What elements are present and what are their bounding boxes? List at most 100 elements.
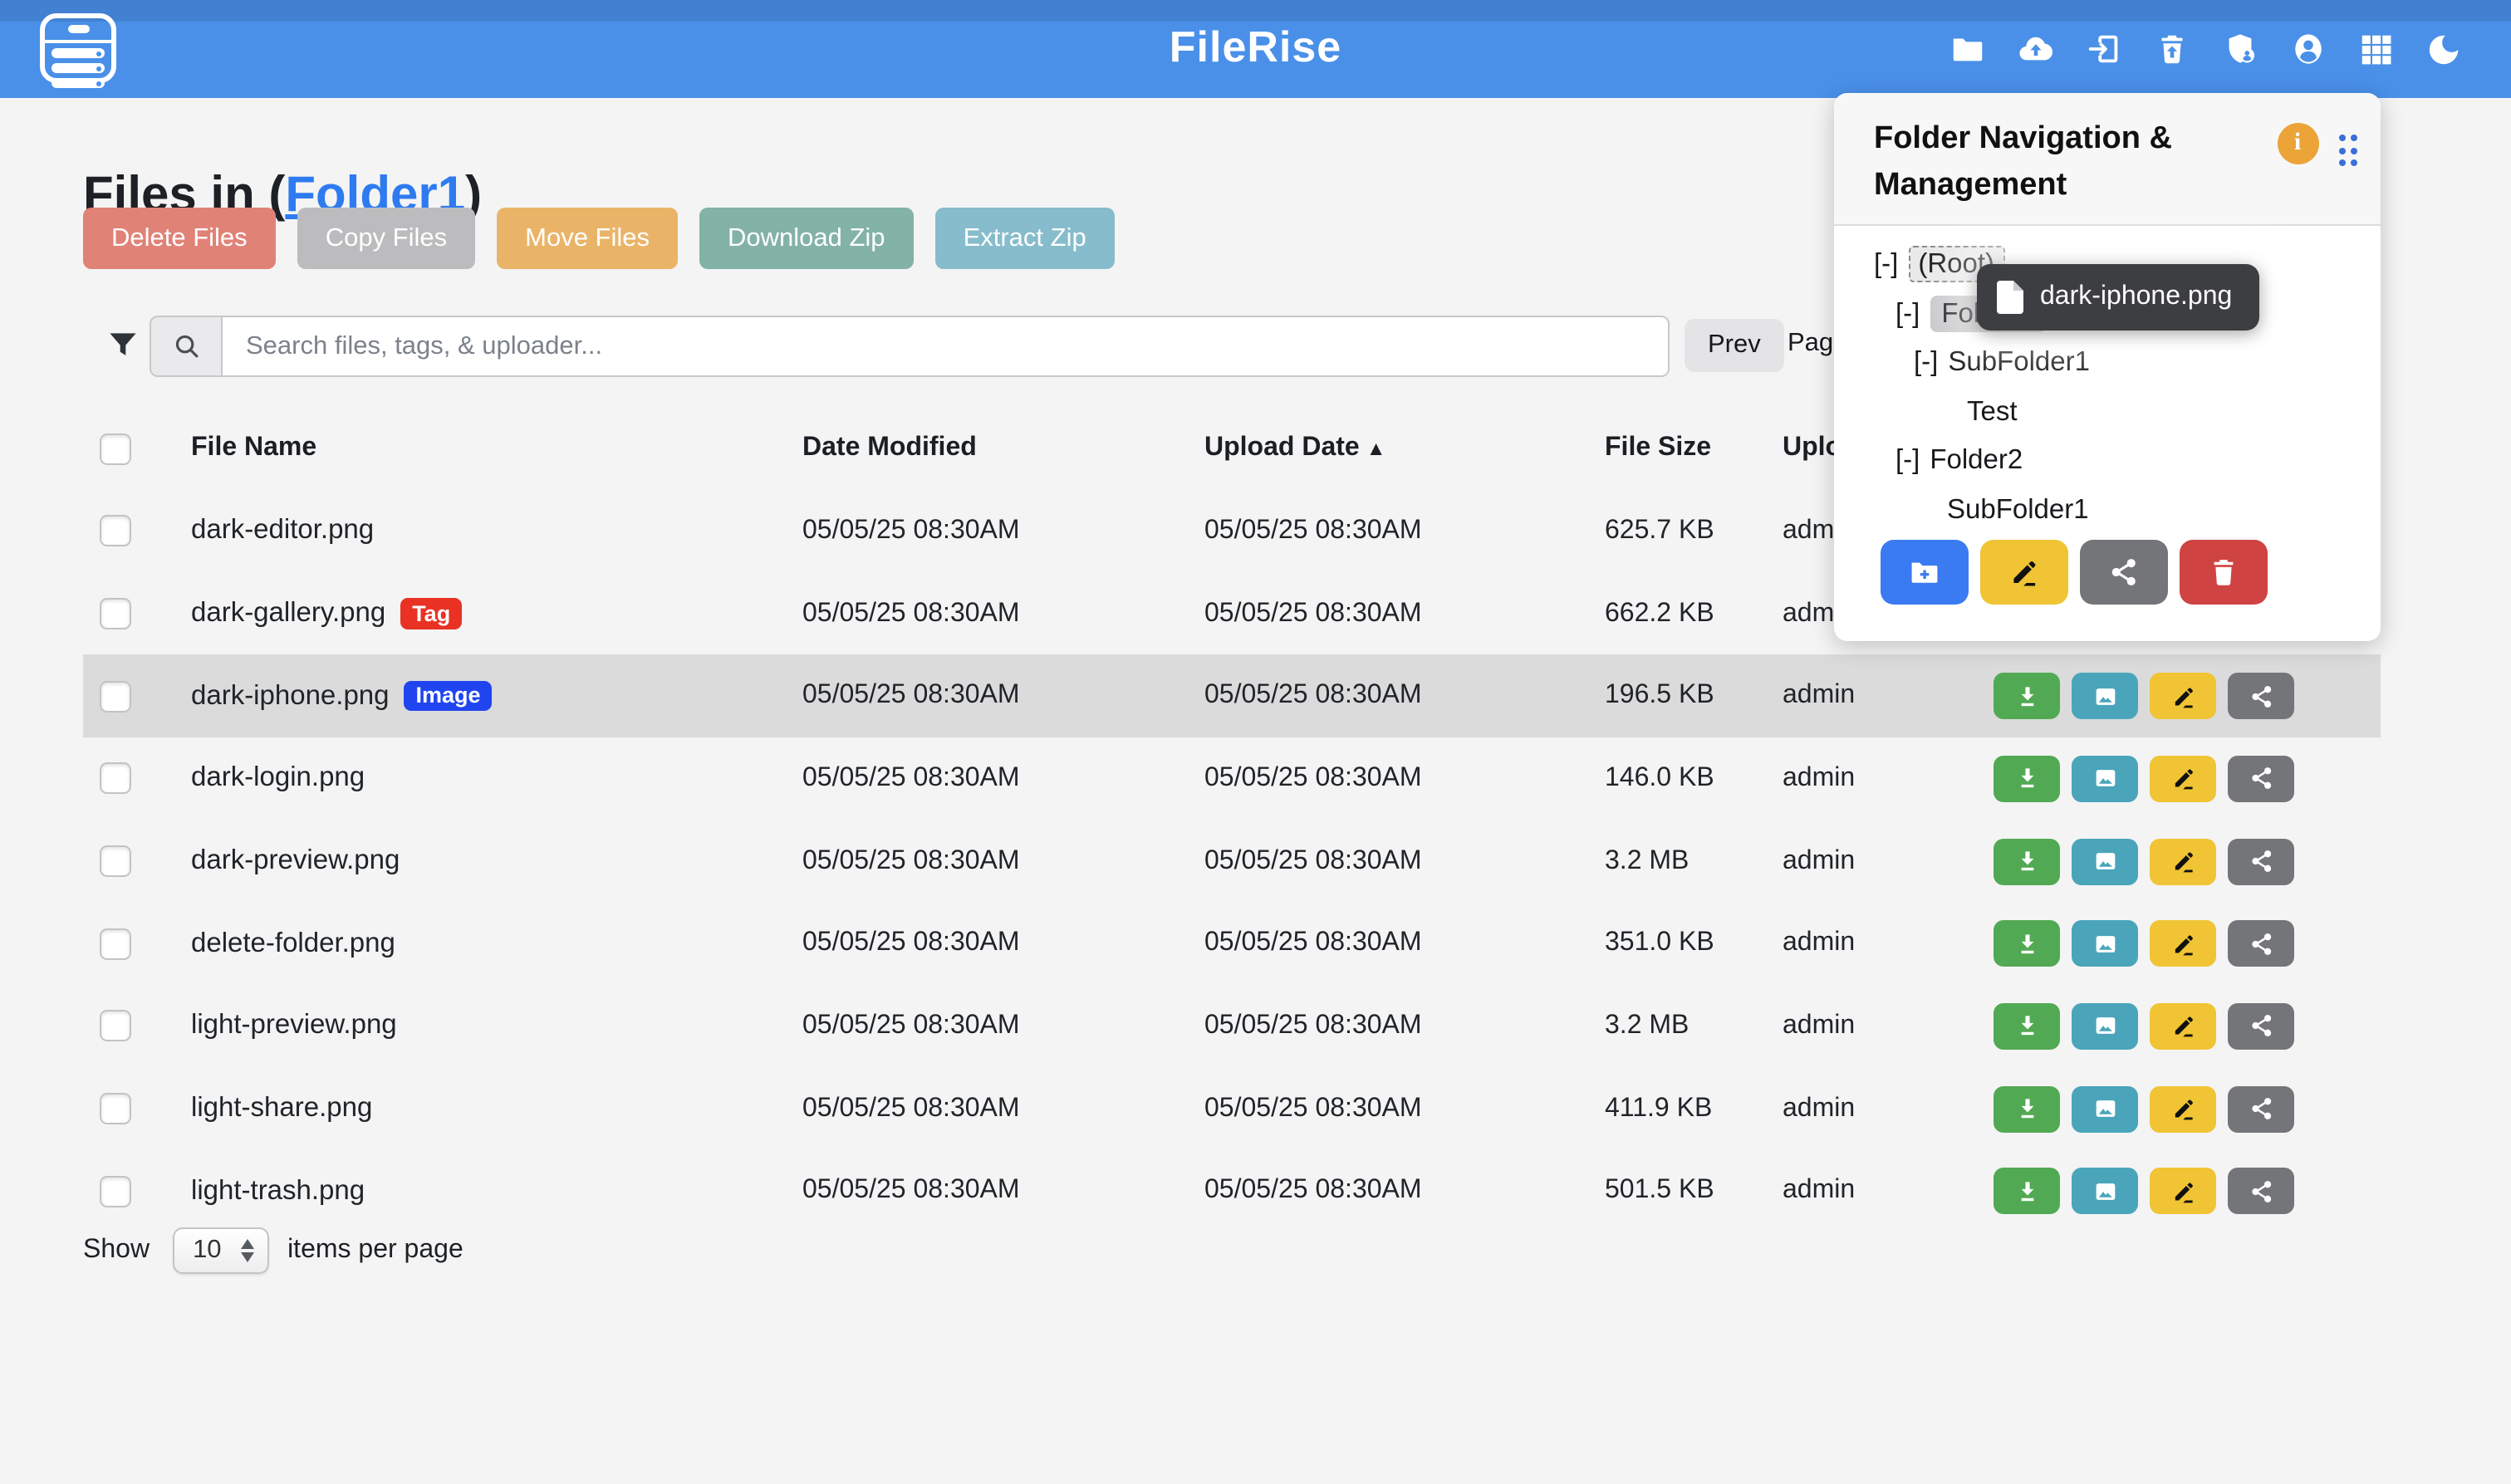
file-size: 3.2 MB	[1605, 846, 1690, 875]
download-button[interactable]	[1994, 838, 2060, 885]
prev-page-button[interactable]: Prev	[1685, 319, 1784, 372]
folder-tree-item[interactable]: SubFolder1	[1834, 486, 2381, 535]
download-button[interactable]	[1994, 755, 2060, 802]
edit-button[interactable]	[2150, 920, 2216, 967]
row-checkbox[interactable]	[100, 1093, 131, 1125]
download-button[interactable]	[1994, 673, 2060, 720]
share-button[interactable]	[2228, 920, 2294, 967]
share-button[interactable]	[2228, 1002, 2294, 1050]
edit-button[interactable]	[2150, 755, 2216, 802]
image-preview-button[interactable]	[2072, 838, 2138, 885]
drag-handle-icon[interactable]	[2338, 135, 2357, 166]
trash-restore-icon[interactable]	[2152, 30, 2190, 68]
folder-label[interactable]: Test	[1967, 396, 2018, 426]
toolbar-button[interactable]: Move Files	[497, 208, 678, 269]
filerise-logo-icon[interactable]	[40, 13, 116, 88]
table-row[interactable]: dark-login.png 05/05/25 08:30AM 05/05/25…	[83, 737, 2381, 820]
edit-button[interactable]	[2150, 673, 2216, 720]
select-all-checkbox[interactable]	[100, 433, 131, 464]
share-button[interactable]	[2228, 673, 2294, 720]
folder-label[interactable]: SubFolder1	[1947, 494, 2089, 524]
edit-button[interactable]	[2150, 1002, 2216, 1050]
filter-funnel-icon[interactable]	[105, 327, 141, 364]
file-badge: Image	[404, 680, 493, 712]
file-size: 625.7 KB	[1605, 516, 1714, 545]
edit-button[interactable]	[2150, 1085, 2216, 1133]
download-button[interactable]	[1994, 1002, 2060, 1050]
dark-mode-moon-icon[interactable]	[2425, 30, 2463, 68]
toolbar-button[interactable]: Extract Zip	[934, 208, 1115, 269]
table-row[interactable]: delete-folder.png 05/05/25 08:30AM 05/05…	[83, 903, 2381, 985]
uploader: admin	[1783, 846, 1856, 875]
top-icon-bar	[1948, 0, 2463, 98]
column-file-size[interactable]: File Size	[1605, 433, 1712, 462]
share-button[interactable]	[2228, 1168, 2294, 1215]
toolbar-button[interactable]: Download Zip	[699, 208, 914, 269]
image-preview-button[interactable]	[2072, 1168, 2138, 1215]
download-button[interactable]	[1994, 920, 2060, 967]
file-name: delete-folder.png	[191, 928, 395, 958]
column-upload-date[interactable]: Upload Date ▲	[1204, 433, 1386, 462]
row-checkbox[interactable]	[100, 1010, 131, 1042]
collapse-toggle[interactable]: [-]	[1874, 249, 1899, 279]
app-title: FileRise	[1169, 22, 1342, 71]
row-checkbox[interactable]	[100, 598, 131, 630]
folder-label[interactable]: Folder2	[1930, 445, 2023, 475]
table-row[interactable]: dark-iphone.png Image 05/05/25 08:30AM 0…	[83, 654, 2381, 738]
table-row[interactable]: light-trash.png 05/05/25 08:30AM 05/05/2…	[83, 1150, 2381, 1232]
apps-grid-icon[interactable]	[2357, 30, 2395, 68]
row-checkbox[interactable]	[100, 515, 131, 547]
column-file-name[interactable]: File Name	[191, 433, 317, 462]
edit-button[interactable]	[2150, 1168, 2216, 1215]
image-preview-button[interactable]	[2072, 1002, 2138, 1050]
file-actions-toolbar: Delete Files Copy Files Move Files Downl…	[83, 208, 1115, 269]
file-name: light-preview.png	[191, 1010, 397, 1041]
share-folder-button[interactable]	[2080, 540, 2167, 605]
date-modified: 05/05/25 08:30AM	[802, 516, 1020, 545]
info-icon[interactable]: i	[2277, 123, 2318, 164]
table-row[interactable]: light-share.png 05/05/25 08:30AM 05/05/2…	[83, 1068, 2381, 1150]
folder-label[interactable]: SubFolder1	[1948, 347, 2090, 377]
rename-folder-button[interactable]	[1980, 540, 2067, 605]
collapse-toggle[interactable]: [-]	[1896, 445, 1920, 475]
collapse-toggle[interactable]: [-]	[1914, 347, 1939, 377]
share-button[interactable]	[2228, 755, 2294, 802]
folder-panel-title: Folder Navigation & Management	[1874, 121, 2172, 203]
row-checkbox[interactable]	[100, 928, 131, 960]
delete-folder-button[interactable]	[2180, 540, 2267, 605]
folder-navigation-panel: Folder Navigation & Management i [-] (Roo…	[1834, 93, 2381, 641]
download-button[interactable]	[1994, 1085, 2060, 1133]
row-checkbox[interactable]	[100, 845, 131, 878]
toolbar-button[interactable]: Copy Files	[297, 208, 476, 269]
create-folder-button[interactable]	[1881, 540, 1968, 605]
row-checkbox[interactable]	[100, 762, 131, 795]
folder-tree-item[interactable]: [-] SubFolder1	[1834, 339, 2381, 388]
search-input[interactable]	[221, 316, 1670, 377]
row-checkbox[interactable]	[100, 1175, 131, 1207]
sign-in-icon[interactable]	[2084, 30, 2122, 68]
download-button[interactable]	[1994, 1168, 2060, 1215]
edit-button[interactable]	[2150, 838, 2216, 885]
image-preview-button[interactable]	[2072, 673, 2138, 720]
admin-shield-icon[interactable]	[2220, 30, 2258, 68]
date-modified: 05/05/25 08:30AM	[802, 1094, 1020, 1123]
folder-tree-item[interactable]: Test	[1834, 388, 2381, 437]
column-date-modified[interactable]: Date Modified	[802, 433, 977, 462]
folder-icon[interactable]	[1948, 30, 1986, 68]
image-preview-button[interactable]	[2072, 755, 2138, 802]
user-icon[interactable]	[2288, 30, 2327, 68]
share-button[interactable]	[2228, 1085, 2294, 1133]
image-preview-button[interactable]	[2072, 920, 2138, 967]
collapse-toggle[interactable]: [-]	[1896, 298, 1920, 328]
toolbar-button[interactable]: Delete Files	[83, 208, 276, 269]
row-checkbox[interactable]	[100, 680, 131, 713]
share-button[interactable]	[2228, 838, 2294, 885]
items-per-page-select[interactable]: 10	[173, 1227, 270, 1274]
cloud-upload-icon[interactable]	[2016, 30, 2054, 68]
date-modified: 05/05/25 08:30AM	[802, 599, 1020, 628]
table-row[interactable]: dark-preview.png 05/05/25 08:30AM 05/05/…	[83, 820, 2381, 903]
table-row[interactable]: light-preview.png 05/05/25 08:30AM 05/05…	[83, 985, 2381, 1067]
folder-tree-item[interactable]: [-] Folder2	[1834, 437, 2381, 486]
image-preview-button[interactable]	[2072, 1085, 2138, 1133]
